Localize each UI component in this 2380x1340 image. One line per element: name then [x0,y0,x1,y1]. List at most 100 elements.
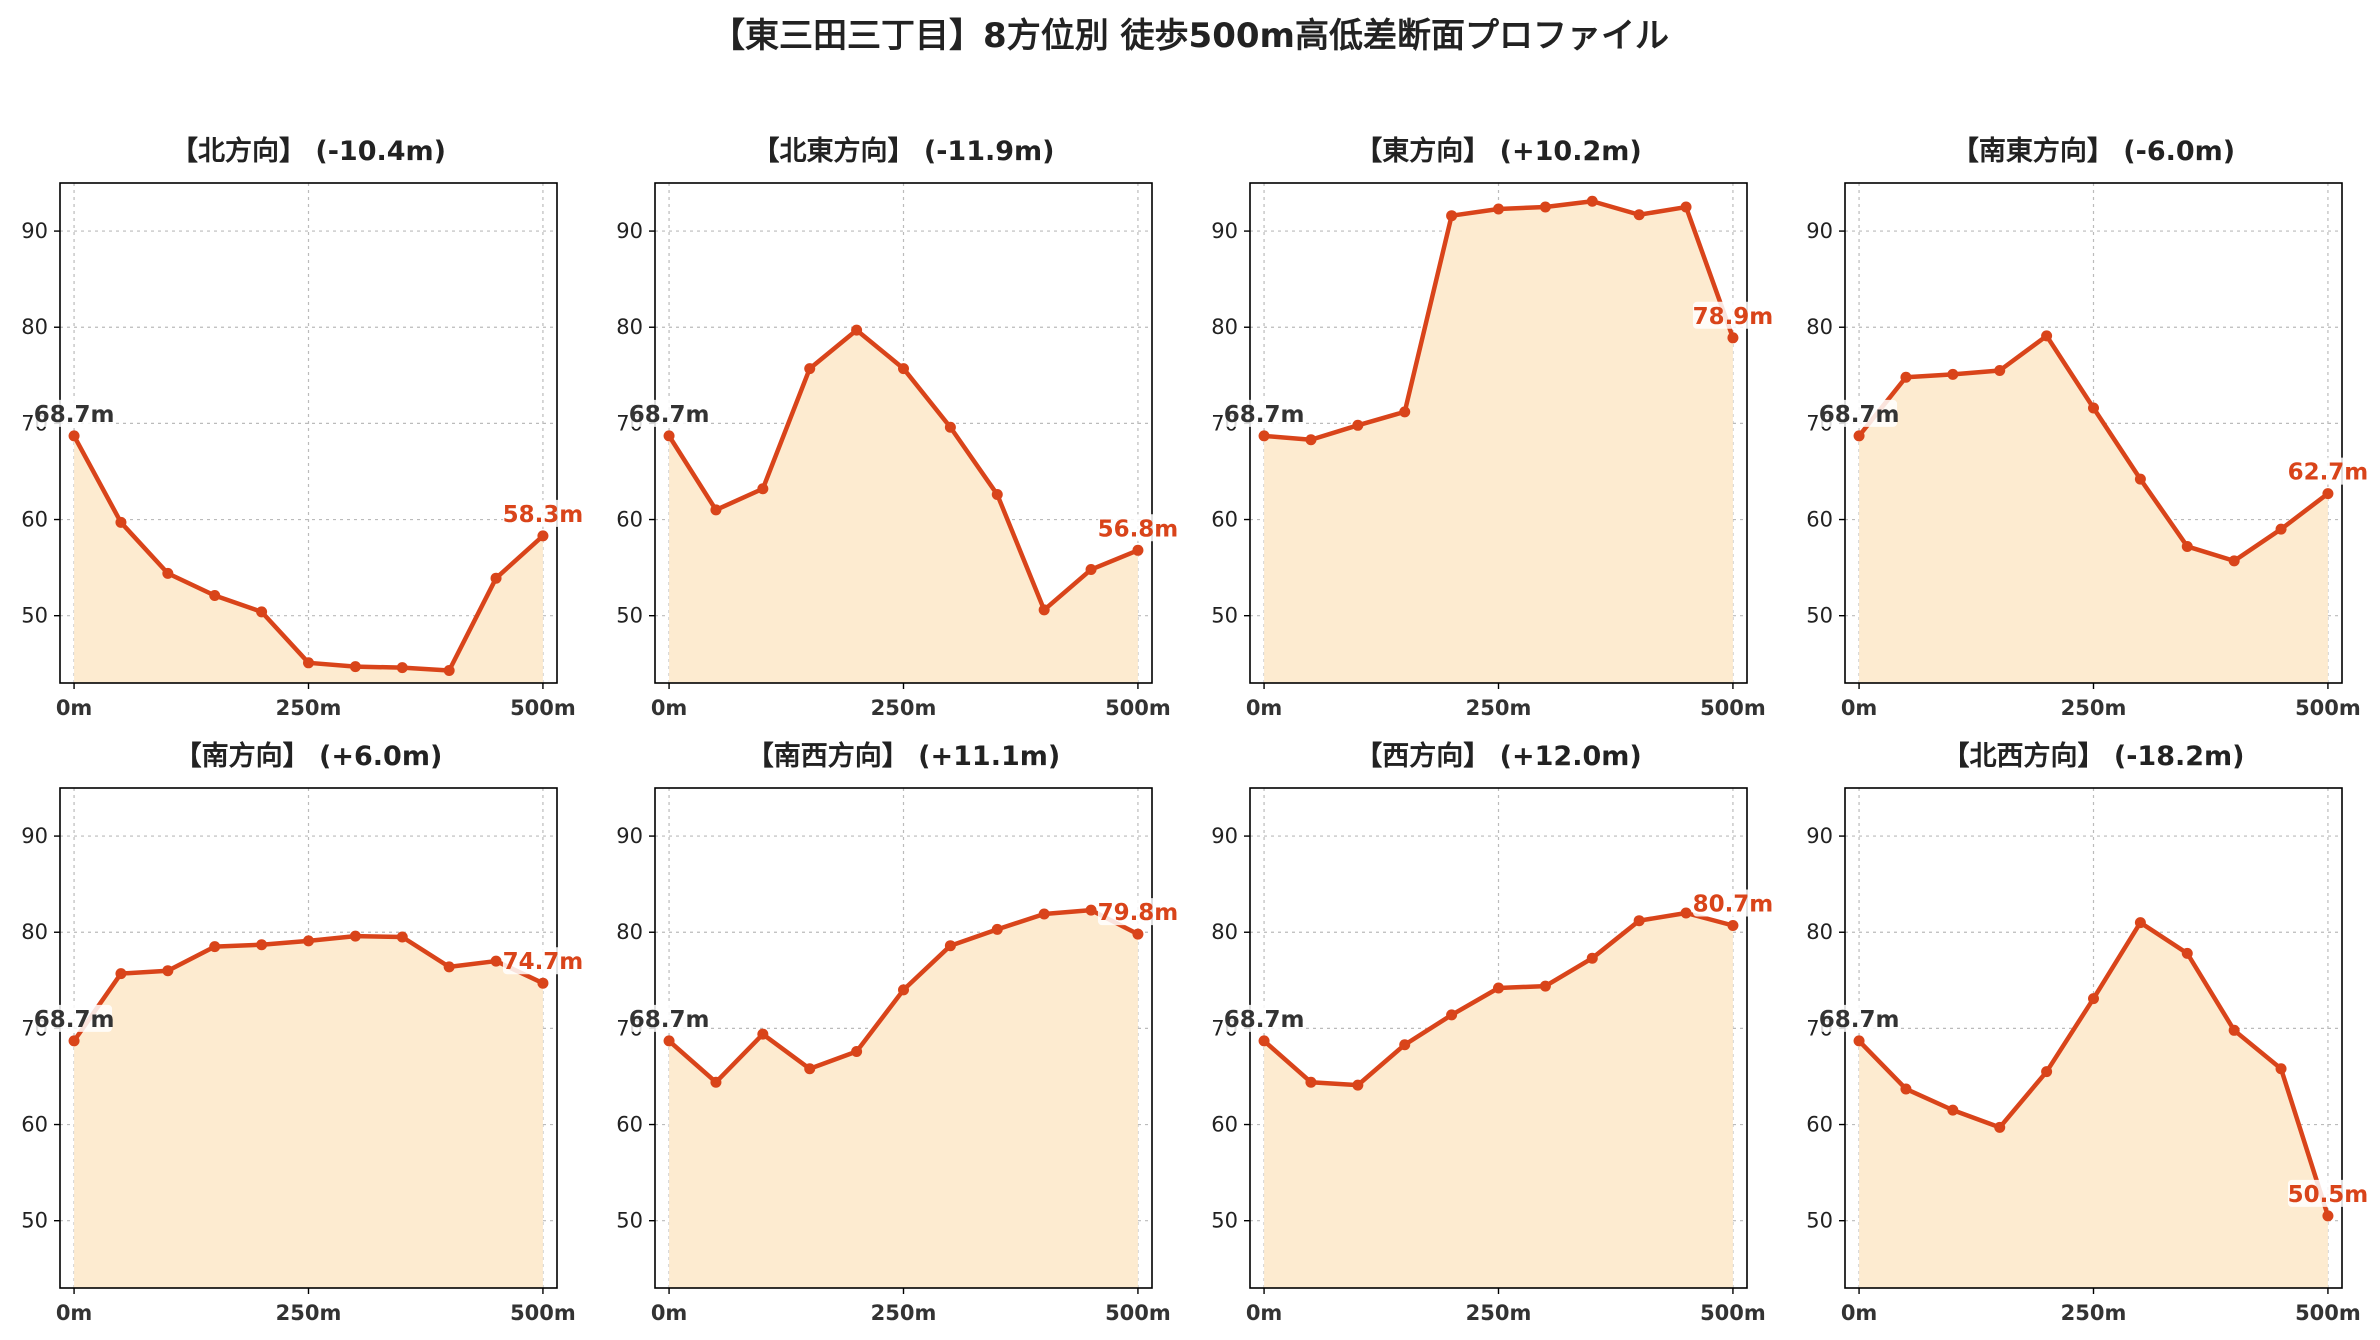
profile-chart-1: 【北方向】 (-10.4m)50607080900m250m500m68.7m5… [0,125,595,730]
elevation-point [710,1076,722,1088]
y-tick-label: 90 [1211,824,1238,848]
elevation-point [1633,209,1645,221]
elevation-point [68,1035,80,1047]
elevation-point [115,516,127,528]
y-tick-label: 90 [616,219,643,243]
elevation-area [1859,922,2328,1288]
elevation-point [663,430,675,442]
profile-chart-6: 【南西方向】 (+11.1m)50607080900m250m500m68.7m… [595,730,1190,1335]
end-elevation-label: 50.5m [2288,1182,2369,1208]
elevation-point [1994,365,2006,376]
end-label-bg [2287,457,2366,485]
elevation-point [1586,952,1598,964]
y-tick-label: 90 [1806,219,1833,243]
x-tick-label: 500m [1700,1301,1766,1325]
elevation-point [490,955,502,967]
elevation-point [1586,195,1598,207]
profile-chart-8: 【北西方向】 (-18.2m)50607080900m250m500m68.7m… [1785,730,2380,1335]
elevation-point [898,984,909,996]
elevation-point [1680,201,1692,213]
x-tick-label: 250m [2061,696,2127,720]
end-label-bg [502,499,581,527]
elevation-point [1947,368,1959,380]
elevation-point [162,567,174,579]
elevation-point [1305,1076,1317,1088]
start-label-bg [34,1004,113,1032]
elevation-point [1258,430,1270,442]
x-tick-label: 250m [1466,696,1532,720]
y-tick-label: 80 [21,315,48,339]
x-tick-label: 500m [1105,1301,1171,1325]
end-elevation-label: 78.9m [1693,304,1774,330]
start-label-bg [34,399,113,427]
elevation-point [1727,332,1739,344]
x-tick-label: 0m [1841,696,1878,720]
end-label-bg [2287,1179,2366,1207]
y-tick-label: 50 [616,604,643,628]
start-elevation-label: 68.7m [1224,402,1305,428]
x-tick-label: 250m [2061,1301,2127,1325]
chart-title: 【南方向】 (+6.0m) [175,740,443,772]
elevation-point [2088,402,2099,414]
elevation-point [1853,430,1865,442]
elevation-point [1352,419,1364,431]
elevation-point [2088,993,2099,1005]
elevation-point [1680,907,1692,919]
start-label-bg [629,1004,708,1032]
x-tick-label: 0m [1246,1301,1283,1325]
y-tick-label: 90 [21,824,48,848]
y-tick-label: 80 [1806,920,1833,944]
elevation-point [162,965,174,977]
chart-title: 【北西方向】 (-18.2m) [1942,740,2244,772]
chart-title: 【西方向】 (+12.0m) [1355,740,1641,772]
end-elevation-label: 80.7m [1693,892,1774,918]
x-tick-label: 500m [1700,696,1766,720]
y-tick-label: 50 [1211,1209,1238,1233]
y-tick-label: 50 [616,1209,643,1233]
y-tick-label: 80 [1806,315,1833,339]
elevation-point [663,1035,675,1047]
y-tick-label: 50 [1806,1209,1833,1233]
elevation-point [1132,928,1144,940]
elevation-point [490,572,502,584]
elevation-point [209,590,221,601]
elevation-point [851,1045,863,1057]
page-title: 【東三田三丁目】8方位別 徒歩500m高低差断面プロファイル [711,16,1669,56]
start-elevation-label: 68.7m [629,1007,710,1033]
elevation-point [1132,544,1144,556]
profile-chart-5: 【南方向】 (+6.0m)50607080900m250m500m68.7m74… [0,730,595,1335]
elevation-point [303,935,314,947]
elevation-point [2228,555,2240,567]
elevation-point [68,430,80,442]
profile-chart-2: 【北東方向】 (-11.9m)50607080900m250m500m68.7m… [595,125,1190,730]
y-tick-label: 60 [1211,1113,1238,1137]
start-elevation-label: 68.7m [1224,1007,1305,1033]
elevation-point [1305,434,1317,446]
start-elevation-label: 68.7m [629,402,710,428]
elevation-point [1085,904,1097,916]
elevation-point [804,363,816,375]
start-elevation-label: 68.7m [1819,1007,1900,1033]
elevation-point [757,1028,769,1040]
profile-chart-svg: 【南西方向】 (+11.1m)50607080900m250m500m68.7m… [616,740,1178,1325]
start-label-bg [1819,399,1898,427]
elevation-point [1994,1121,2006,1133]
elevation-point [1258,1035,1270,1047]
chart-title: 【南東方向】 (-6.0m) [1952,135,2235,167]
x-tick-label: 0m [56,696,93,720]
elevation-point [944,421,956,433]
elevation-area [669,910,1138,1288]
y-tick-label: 60 [616,508,643,532]
elevation-point [804,1063,816,1075]
x-tick-label: 500m [510,1301,576,1325]
elevation-point [1900,371,1912,383]
start-elevation-label: 68.7m [1819,402,1900,428]
elevation-point [2041,1066,2053,1078]
elevation-point [1633,915,1645,927]
elevation-point [1947,1104,1959,1116]
elevation-point [2322,1210,2334,1222]
elevation-point [1352,1079,1364,1091]
end-label-bg [1692,889,1771,917]
profile-chart-4: 【南東方向】 (-6.0m)50607080900m250m500m68.7m6… [1785,125,2380,730]
x-tick-label: 0m [1841,1301,1878,1325]
